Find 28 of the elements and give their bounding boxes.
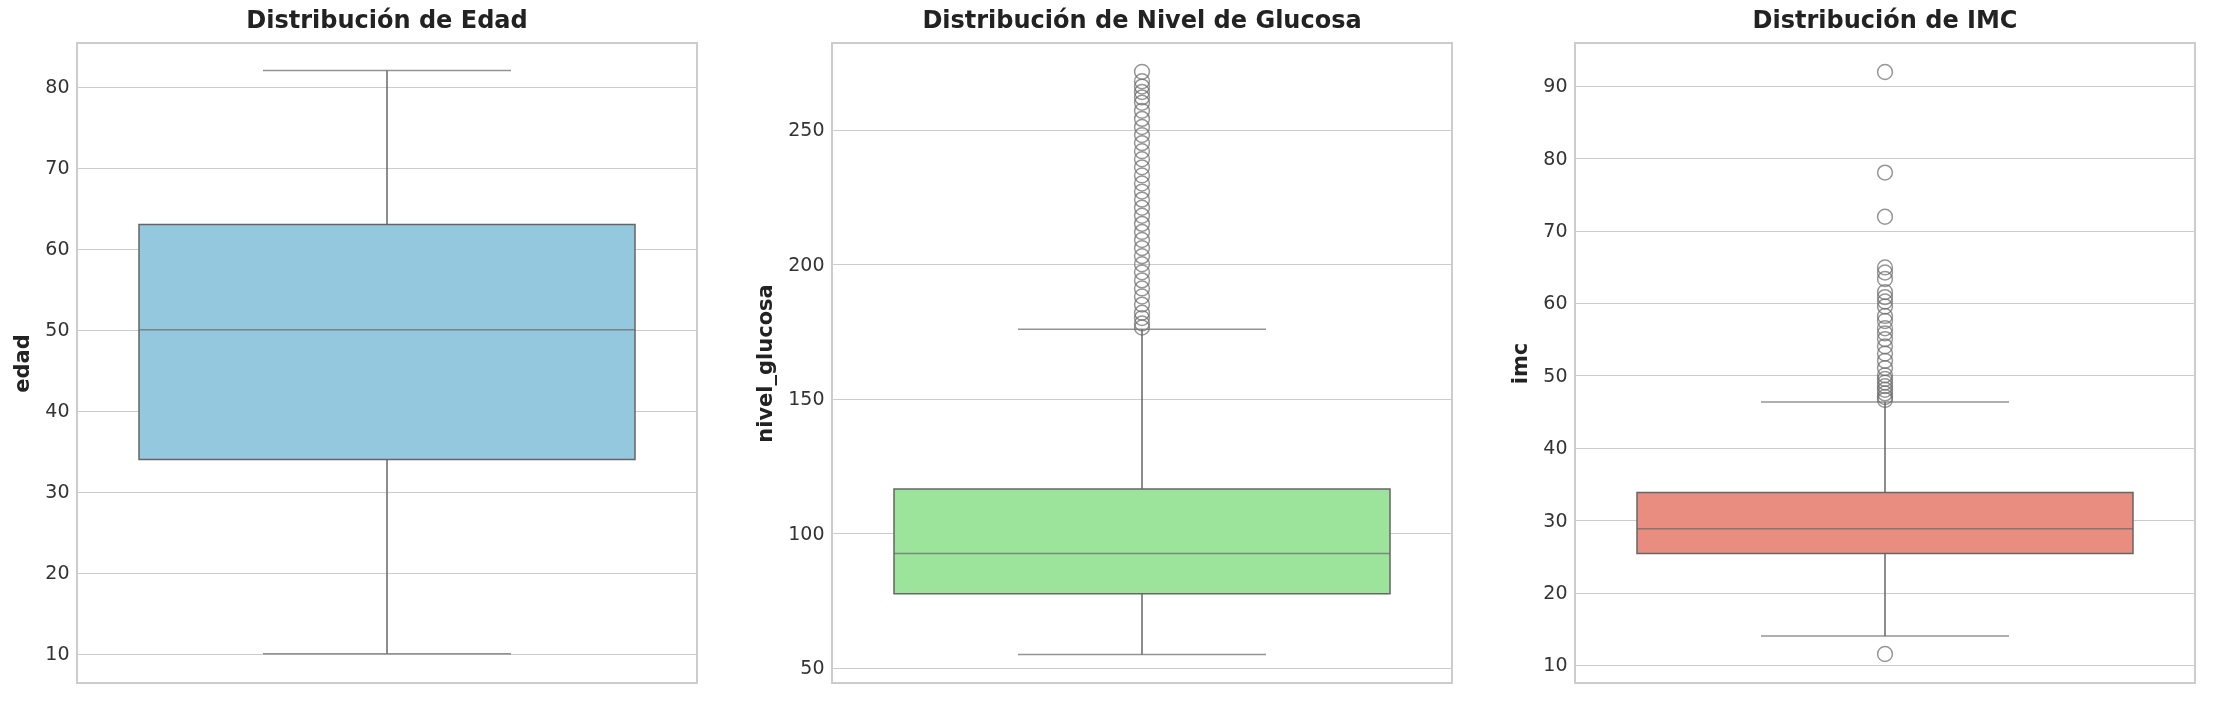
y-axis-title: nivel_glucosa — [753, 284, 778, 443]
y-tick-label: 40 — [45, 399, 70, 422]
chart-title: Distribución de Nivel de Glucosa — [922, 6, 1362, 34]
chart-title: Distribución de Edad — [246, 6, 528, 34]
y-tick-label: 50 — [800, 656, 825, 679]
y-tick-label: 250 — [788, 118, 825, 141]
y-tick-label: 60 — [45, 237, 70, 260]
y-tick-label: 80 — [1543, 146, 1568, 169]
y-tick-label: 50 — [1543, 363, 1568, 386]
y-tick-label: 30 — [1543, 508, 1568, 531]
y-tick-label: 30 — [45, 480, 70, 503]
y-tick-label: 150 — [788, 387, 825, 410]
y-tick-label: 40 — [1543, 436, 1568, 459]
y-tick-label: 10 — [1543, 653, 1568, 676]
chart-title: Distribución de IMC — [1752, 6, 2018, 34]
y-axis-title: imc — [1508, 342, 1533, 385]
y-tick-label: 20 — [45, 561, 70, 584]
y-tick-label: 20 — [1543, 581, 1568, 603]
y-tick-label: 80 — [45, 75, 70, 98]
y-tick-label: 200 — [788, 252, 825, 275]
y-tick-label: 90 — [1543, 74, 1568, 97]
y-tick-label: 70 — [45, 156, 70, 179]
y-tick-label: 70 — [1543, 219, 1568, 242]
y-axis-title: edad — [10, 334, 35, 393]
y-tick-label: 60 — [1543, 291, 1568, 314]
y-tick-label: 10 — [45, 642, 70, 665]
y-tick-label: 50 — [45, 318, 70, 341]
y-tick-label: 100 — [788, 521, 825, 544]
